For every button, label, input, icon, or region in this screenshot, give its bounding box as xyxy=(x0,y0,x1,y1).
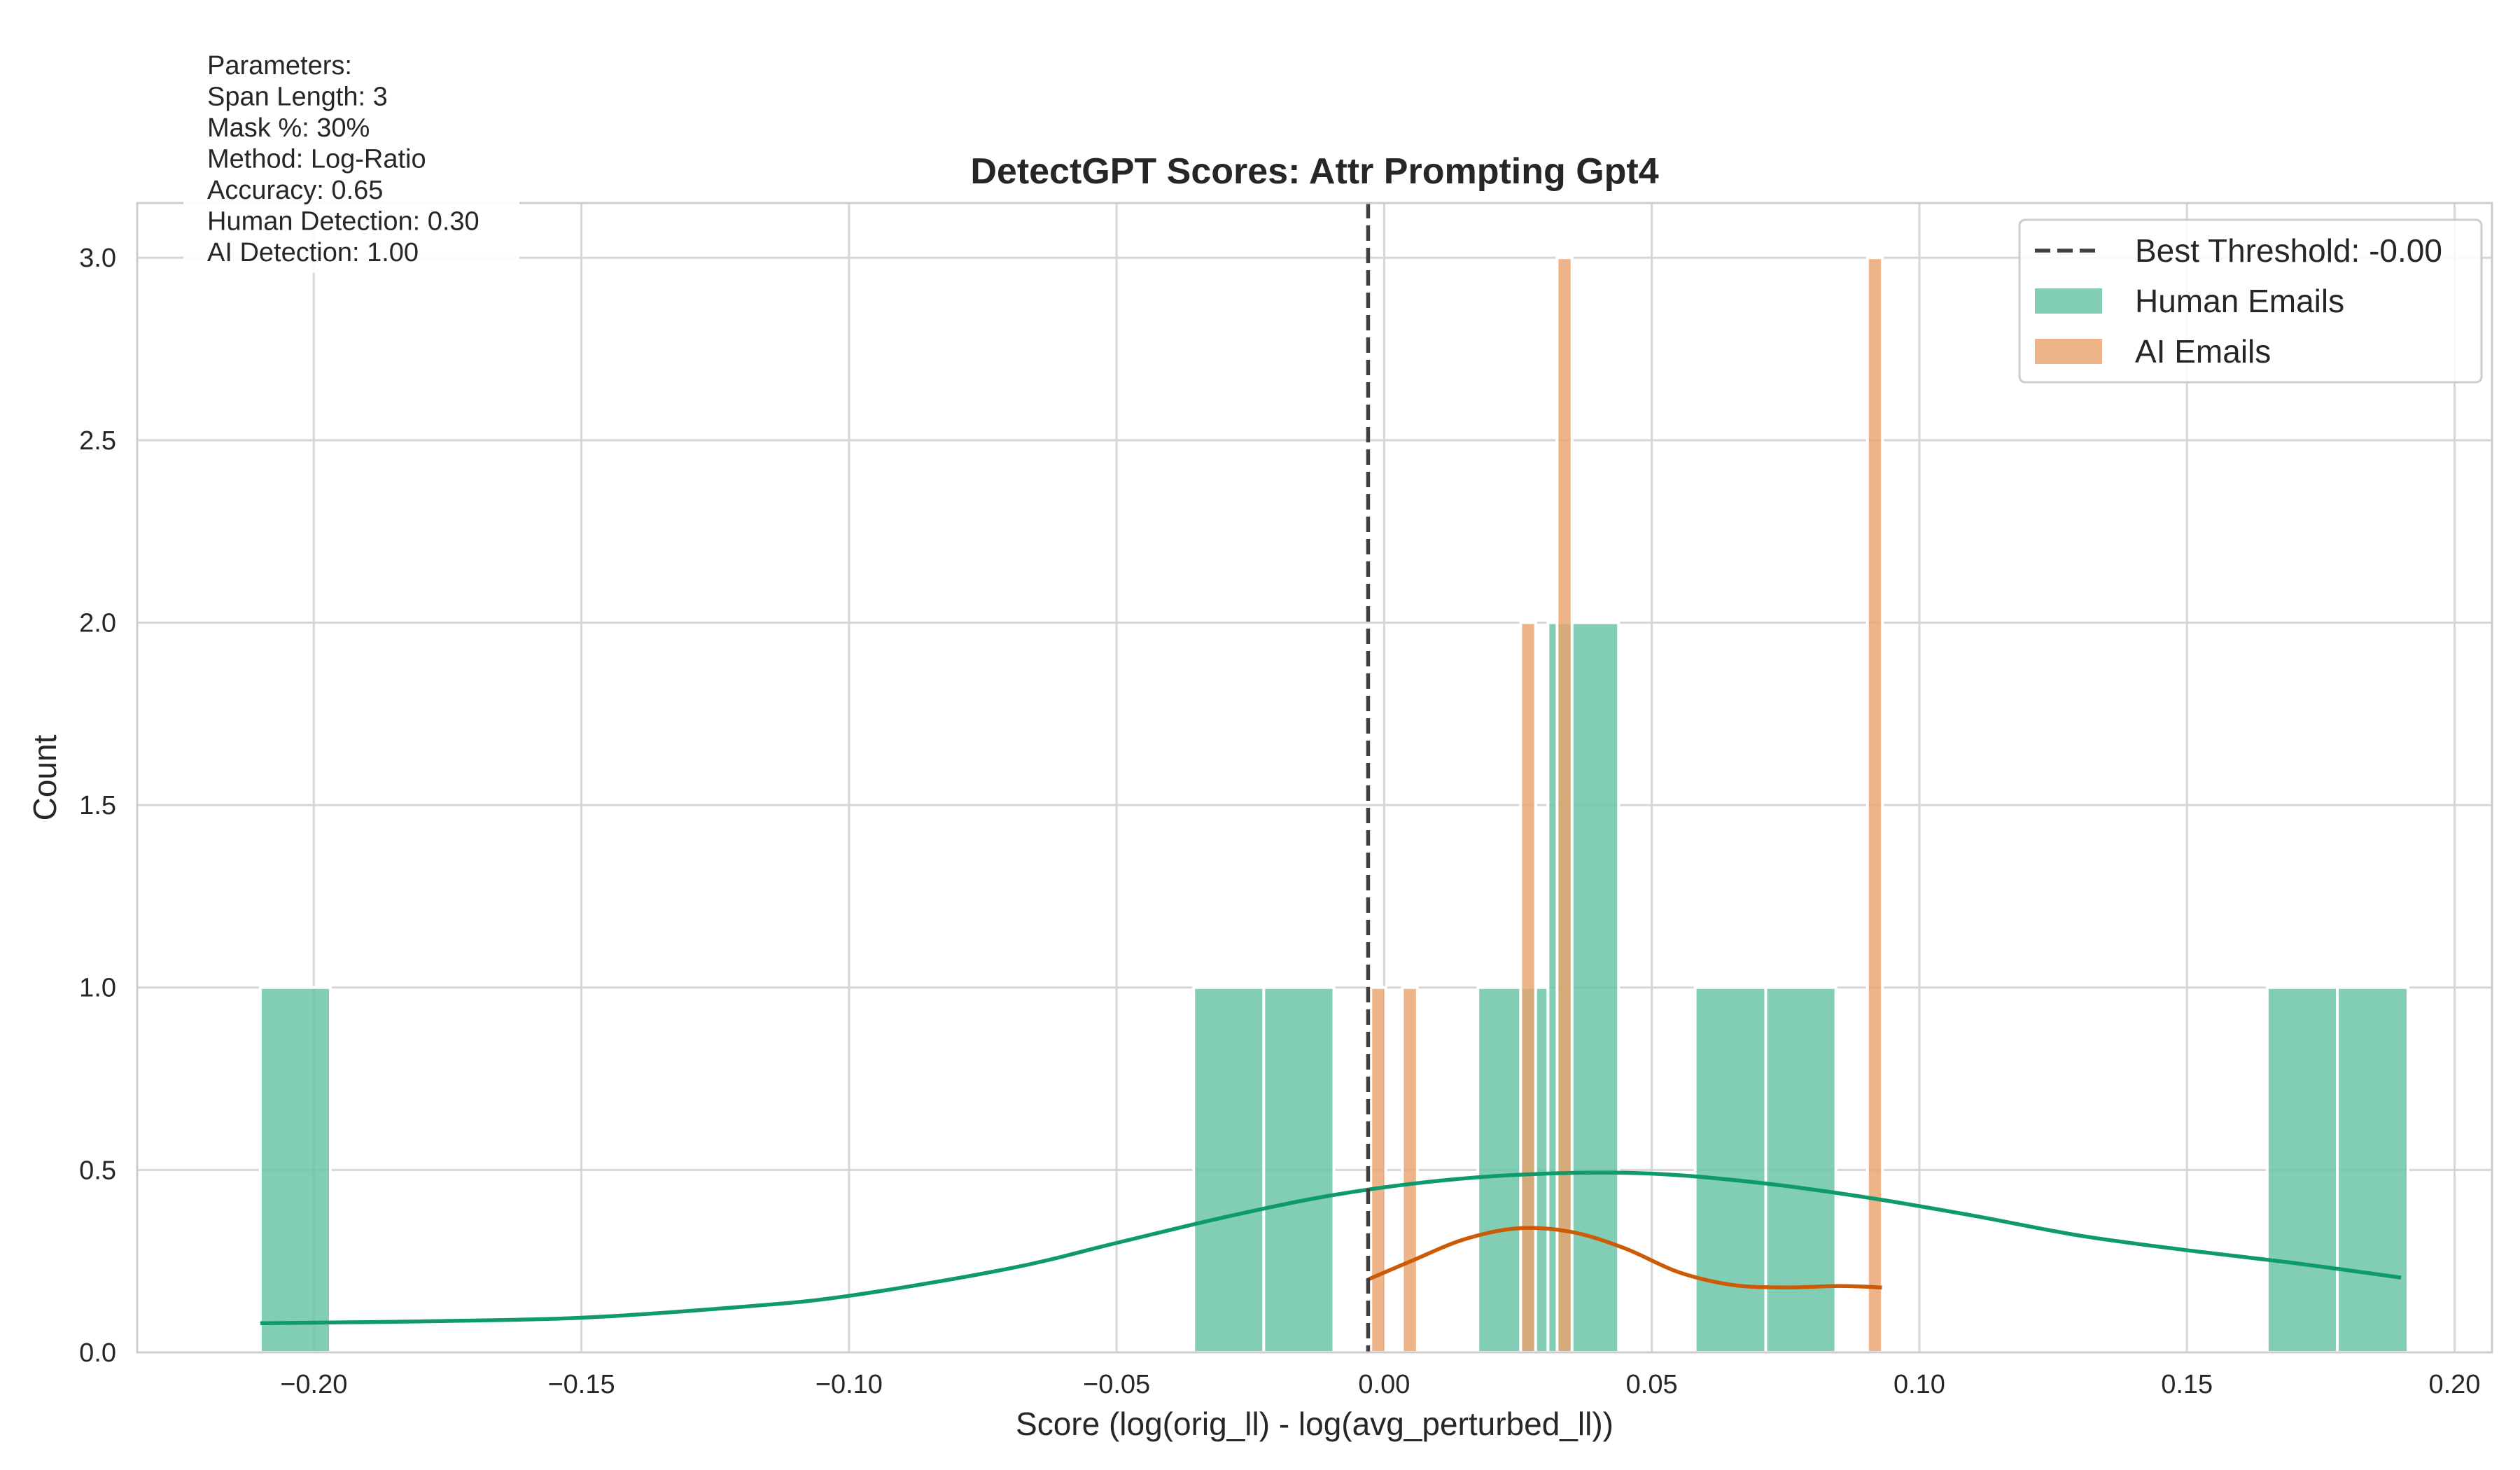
bar-human-5 xyxy=(1693,986,1768,1354)
legend-label-ai: AI Emails xyxy=(2135,333,2271,370)
y-tick-label-4: 2.0 xyxy=(79,608,116,638)
x-tick-label-0: −0.20 xyxy=(280,1370,347,1399)
y-tick-labels: 0.0 0.5 1.0 1.5 2.0 2.5 3.0 xyxy=(79,244,116,1368)
x-axis-label: Score (log(orig_ll) - log(avg_perturbed_… xyxy=(1016,1406,1614,1442)
legend-box xyxy=(2018,218,2483,384)
legend-label-human: Human Emails xyxy=(2135,283,2344,319)
x-tick-label-5: 0.05 xyxy=(1626,1370,1678,1399)
x-tick-label-7: 0.15 xyxy=(2161,1370,2213,1399)
kde-curve-human xyxy=(260,1170,2402,1326)
legend-swatch-ai xyxy=(2035,339,2102,364)
bar-human-8 xyxy=(2336,986,2409,1354)
histogram-bars xyxy=(258,256,2409,1354)
bar-human-3 xyxy=(1476,986,1550,1354)
bar-human-1 xyxy=(1192,986,1266,1354)
parameter-line-2: Mask %: 30% xyxy=(207,113,370,143)
kde-curve-ai xyxy=(1367,1226,1882,1289)
x-tick-label-4: 0.00 xyxy=(1358,1370,1410,1399)
parameter-line-0: Parameters: xyxy=(207,51,352,80)
parameter-line-6: AI Detection: 1.00 xyxy=(207,238,419,267)
parameter-line-3: Method: Log-Ratio xyxy=(207,145,426,174)
kde-curves xyxy=(260,1170,2402,1326)
x-tick-label-8: 0.20 xyxy=(2428,1370,2480,1399)
y-tick-label-6: 3.0 xyxy=(79,244,116,273)
y-tick-label-5: 2.5 xyxy=(79,426,116,456)
plot-frame xyxy=(136,202,2493,1354)
y-tick-label-1: 0.5 xyxy=(79,1156,116,1185)
parameter-line-1: Span Length: 3 xyxy=(207,83,388,112)
y-axis-label: Count xyxy=(27,734,63,820)
y-tick-label-2: 1.0 xyxy=(79,974,116,1003)
x-tick-label-2: −0.10 xyxy=(816,1370,883,1399)
x-tick-labels: −0.20 −0.15 −0.10 −0.05 0.00 0.05 0.10 0.15 0.20 xyxy=(280,1370,2480,1399)
bar-human-2 xyxy=(1262,986,1336,1354)
x-tick-label-6: 0.10 xyxy=(1893,1370,1945,1399)
bar-ai-2 xyxy=(1519,621,1537,1354)
bar-human-6 xyxy=(1764,986,1837,1354)
y-tick-label-3: 1.5 xyxy=(79,791,116,820)
chart-title: DetectGPT Scores: Attr Prompting Gpt4 xyxy=(970,151,1658,192)
y-tick-label-0: 0.0 xyxy=(79,1338,116,1368)
parameter-line-5: Human Detection: 0.30 xyxy=(207,207,479,237)
parameters-box xyxy=(183,49,519,273)
bar-ai-3 xyxy=(1555,256,1574,1354)
bar-ai-4 xyxy=(1865,256,1884,1354)
legend-threshold-label: Best Threshold: -0.00 xyxy=(2135,232,2442,269)
legend-swatch-human xyxy=(2035,288,2102,314)
bar-ai-0 xyxy=(1369,986,1387,1354)
bar-human-0 xyxy=(258,986,332,1354)
bar-ai-1 xyxy=(1401,986,1419,1354)
x-tick-label-3: −0.05 xyxy=(1083,1370,1150,1399)
x-tick-label-1: −0.15 xyxy=(547,1370,615,1399)
bar-human-7 xyxy=(2265,986,2339,1354)
legend: Best Threshold: -0.00 Human Emails AI Emai… xyxy=(2018,218,2483,384)
parameter-line-4: Accuracy: 0.65 xyxy=(207,176,383,205)
